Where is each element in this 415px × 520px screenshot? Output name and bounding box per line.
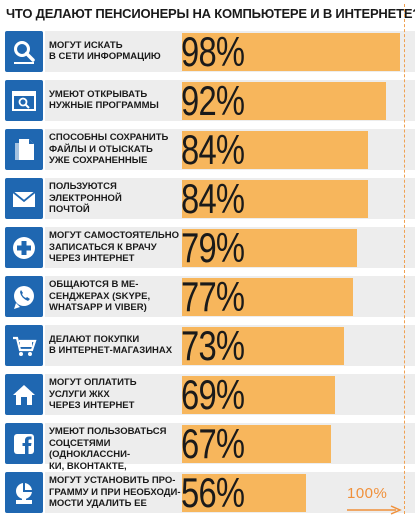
chart-row: МОГУТ САМОСТОЯТЕЛЬНО ЗАПИСАТЬСЯ К ВРАЧУ … [0, 227, 415, 273]
category-label: МОГУТ САМОСТОЯТЕЛЬНО ЗАПИСАТЬСЯ К ВРАЧУ … [49, 230, 179, 264]
category-label: ПОЛЬЗУЮТСЯ ЭЛЕКТРОННОЙ ПОЧТОЙ [49, 181, 122, 215]
bar [182, 33, 400, 71]
chart-row: УМЕЮТ ПОЛЬЗОВАТЬСЯ СОЦСЕТЯМИ (ОДНОКЛАССН… [0, 420, 415, 483]
arrow-right-icon [347, 505, 402, 515]
whatsapp-icon [5, 276, 43, 317]
search-icon [5, 31, 43, 72]
install-icon [5, 472, 43, 513]
value-label: 92% [181, 77, 245, 124]
bar [182, 180, 369, 218]
bar [182, 376, 336, 414]
bar [182, 425, 331, 463]
chart-row: УМЕЮТ ОТКРЫВАТЬ НУЖНЫЕ ПРОГРАММЫ 92% [0, 80, 415, 126]
house-icon [5, 374, 43, 415]
chart-row: СПОСОБНЫ СОХРАНИТЬ ФАЙЛЫ И ОТЫСКАТЬ УЖЕ … [0, 129, 415, 175]
chart-row: ПОЛЬЗУЮТСЯ ЭЛЕКТРОННОЙ ПОЧТОЙ 84% [0, 178, 415, 224]
category-label: МОГУТ ОПЛАТИТЬ УСЛУГИ ЖКХ ЧЕРЕЗ ИНТЕРНЕТ [49, 377, 137, 411]
bar [182, 82, 387, 120]
category-label: МОГУТ ИСКАТЬ В СЕТИ ИНФОРМАЦИЮ [49, 39, 161, 63]
medical-cross-icon [5, 227, 43, 268]
chart-row: МОГУТ УСТАНОВИТЬ ПРО- ГРАММУ И ПРИ НЕОБХ… [0, 472, 415, 518]
category-label: УМЕЮТ ОТКРЫВАТЬ НУЖНЫЕ ПРОГРАММЫ [49, 88, 159, 112]
value-label: 69% [181, 371, 245, 418]
value-label: 67% [181, 420, 245, 467]
shopping-cart-icon [5, 325, 43, 366]
bar [182, 278, 353, 316]
value-label: 79% [181, 224, 245, 271]
category-label: ОБЩАЮТСЯ В МЕ- СЕНДЖЕРАХ (SKYPE, WHATSAP… [49, 279, 151, 313]
chart-row: МОГУТ ОПЛАТИТЬ УСЛУГИ ЖКХ ЧЕРЕЗ ИНТЕРНЕТ… [0, 374, 415, 420]
facebook-icon [5, 423, 43, 464]
hundred-percent-guide-line [404, 4, 405, 514]
bar [182, 131, 369, 169]
browser-search-icon [5, 80, 43, 121]
value-label: 98% [181, 28, 245, 75]
value-label: 56% [181, 469, 245, 516]
category-label: ДЕЛАЮТ ПОКУПКИ В ИНТЕРНЕТ-МАГАЗИНАХ [49, 333, 173, 357]
documents-icon [5, 129, 43, 170]
chart-title: ЧТО ДЕЛАЮТ ПЕНСИОНЕРЫ НА КОМПЬЮТЕРЕ И В … [6, 6, 415, 21]
envelope-icon [5, 178, 43, 219]
bar [182, 327, 345, 365]
value-label: 84% [181, 175, 245, 222]
bar [182, 229, 358, 267]
hundred-percent-label: 100% [347, 485, 388, 502]
value-label: 84% [181, 126, 245, 173]
value-label: 77% [181, 273, 245, 320]
bar [182, 474, 307, 512]
chart-row: ОБЩАЮТСЯ В МЕ- СЕНДЖЕРАХ (SKYPE, WHATSAP… [0, 276, 415, 322]
value-label: 73% [181, 322, 245, 369]
chart-row: МОГУТ ИСКАТЬ В СЕТИ ИНФОРМАЦИЮ 98% [0, 31, 415, 77]
category-label: МОГУТ УСТАНОВИТЬ ПРО- ГРАММУ И ПРИ НЕОБХ… [49, 475, 181, 509]
category-label: СПОСОБНЫ СОХРАНИТЬ ФАЙЛЫ И ОТЫСКАТЬ УЖЕ … [49, 132, 169, 166]
chart-row: ДЕЛАЮТ ПОКУПКИ В ИНТЕРНЕТ-МАГАЗИНАХ 73% [0, 325, 415, 371]
